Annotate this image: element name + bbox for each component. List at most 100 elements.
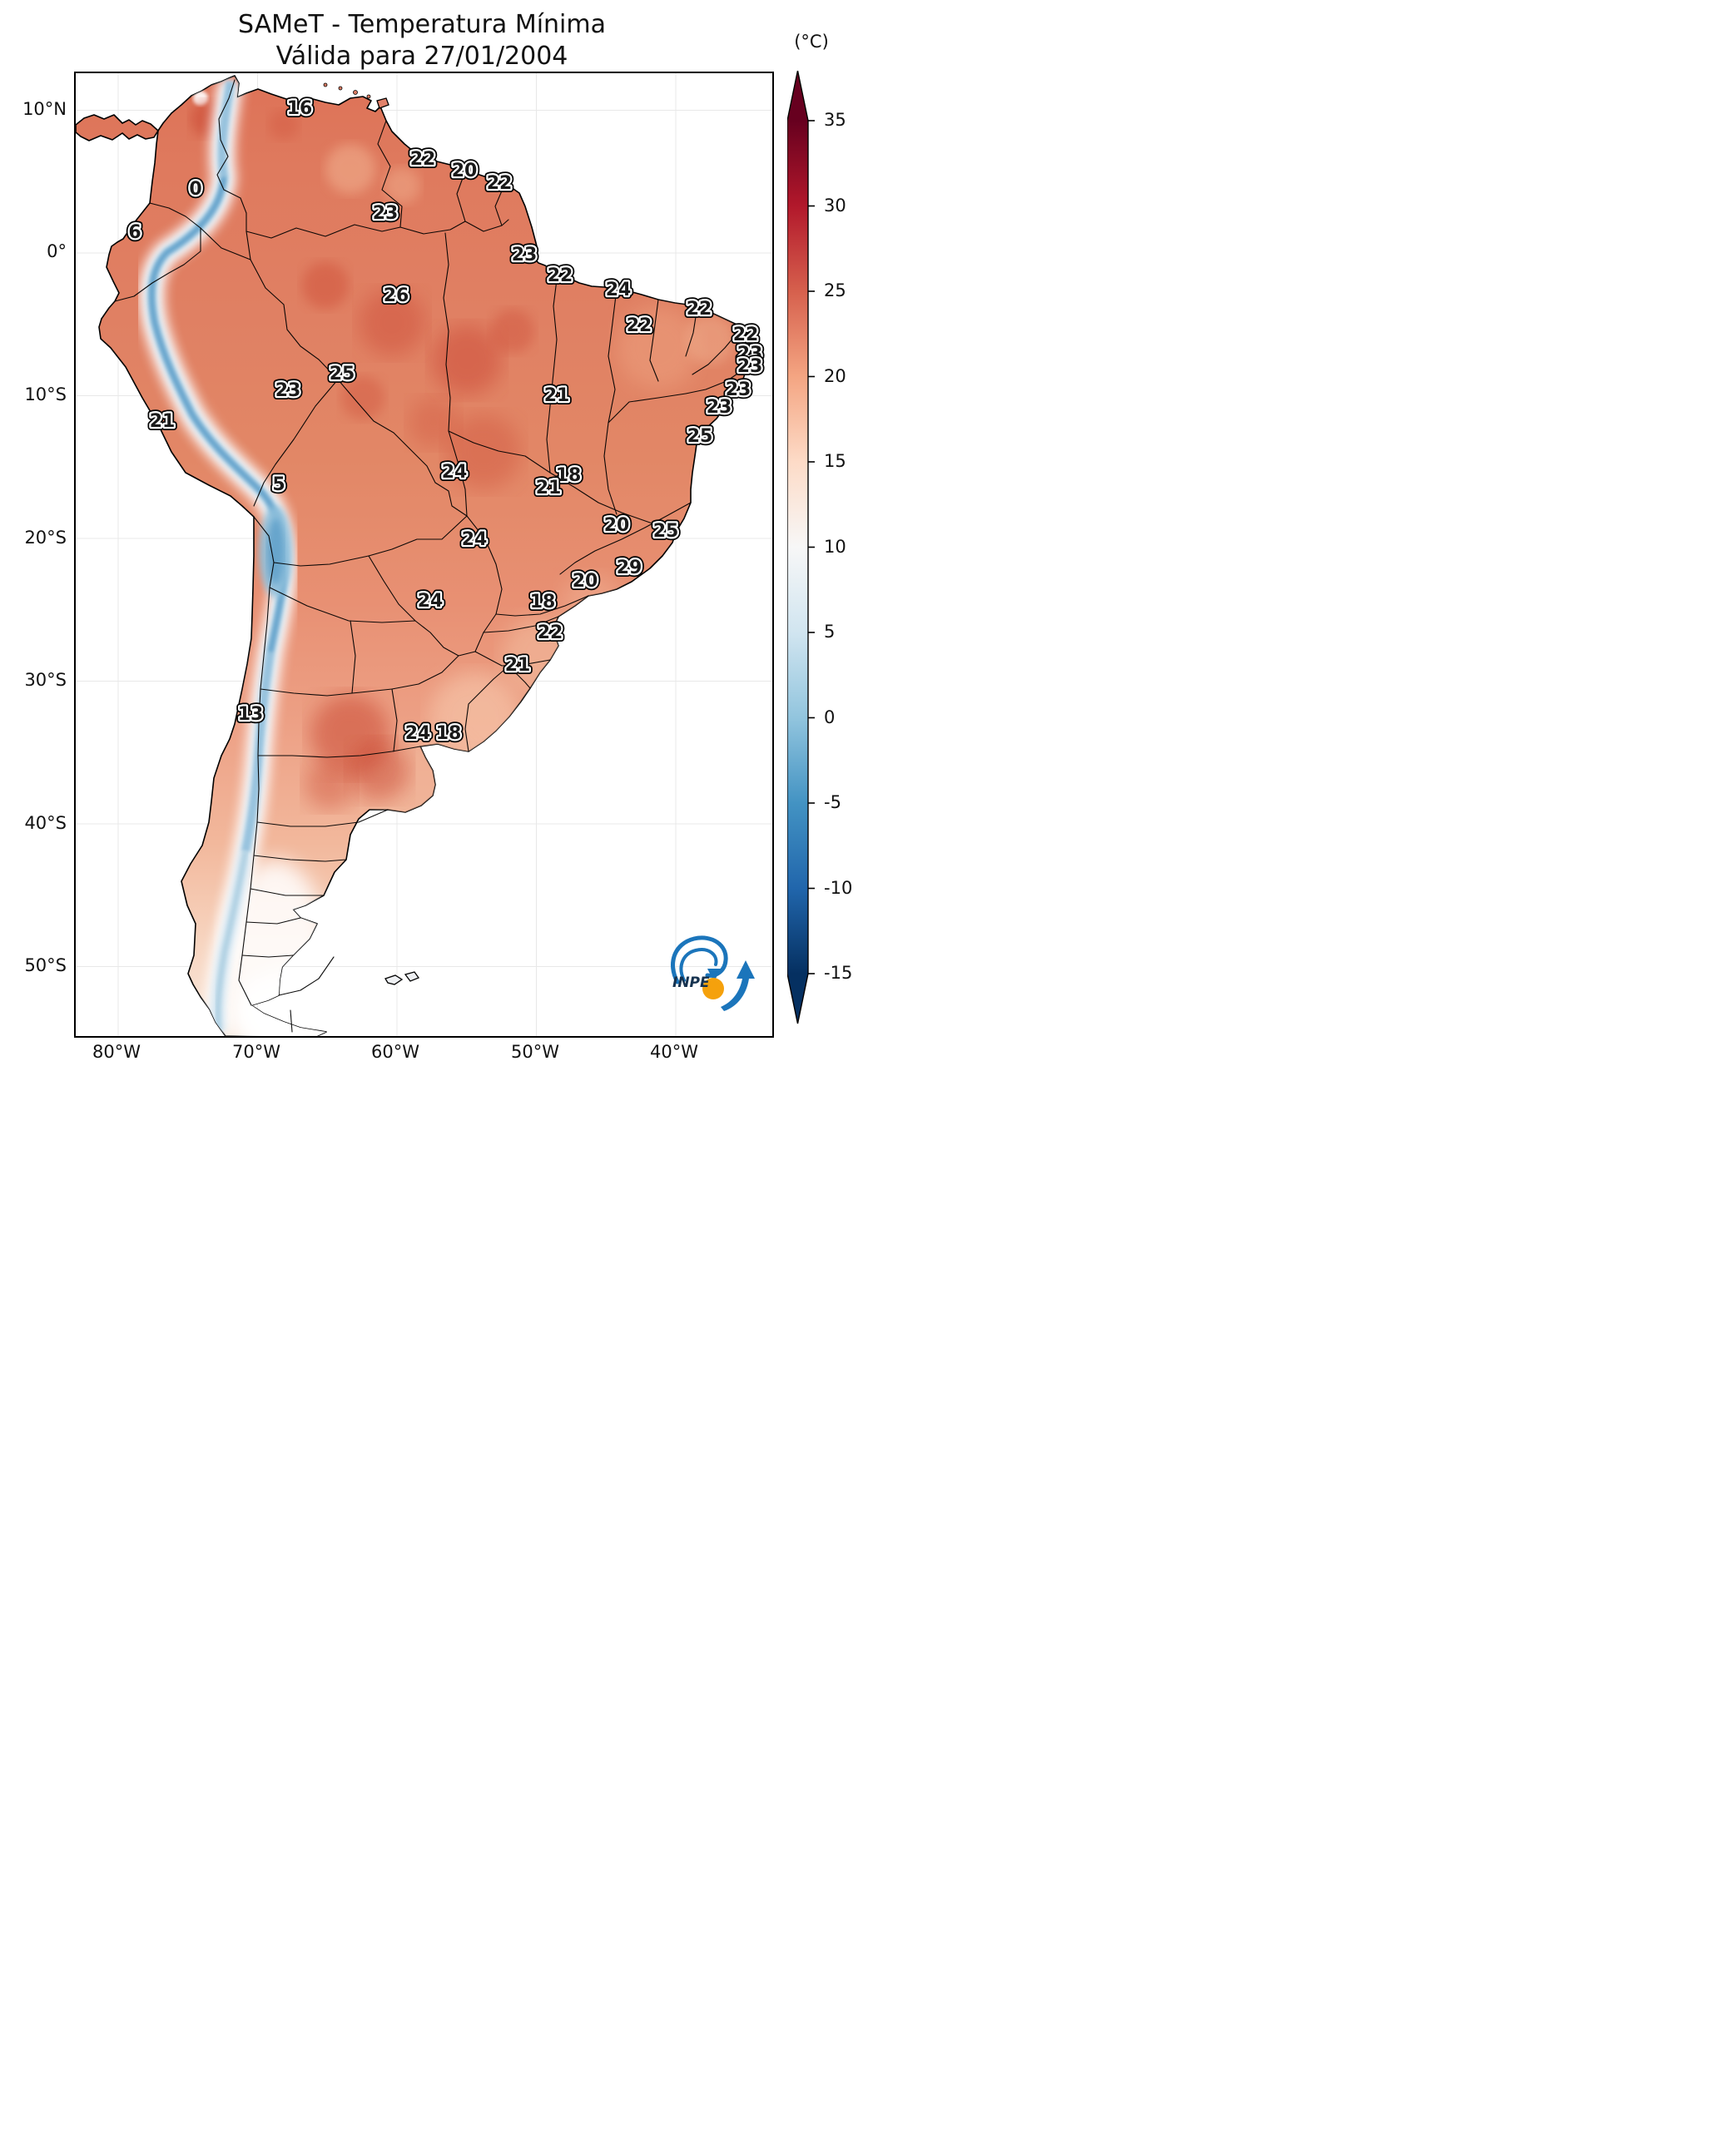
temperature-value-label: 21	[505, 655, 531, 676]
landmass	[76, 75, 748, 1036]
temperature-value-label: 18	[436, 723, 462, 744]
colorbar-tick-label: 30	[824, 195, 846, 216]
temperature-value-label: 23	[737, 356, 763, 377]
temperature-value-label: 21	[544, 385, 570, 406]
temperature-value-label: 21	[536, 478, 562, 498]
trinidad-island	[376, 97, 389, 109]
temperature-value-label: 23	[512, 245, 538, 265]
temperature-value-label: 22	[548, 265, 573, 286]
colorbar-tick-label: -15	[824, 962, 853, 983]
temperature-value-label: 18	[530, 592, 556, 612]
south-america-temperature-map: 1616162222222020202222220002323236662323…	[76, 73, 772, 1036]
temperature-value-label: 29	[617, 558, 642, 578]
colorbar-tick-label: 0	[824, 707, 836, 727]
temperature-value-label: 20	[573, 571, 598, 592]
lon-tick-label: 70°W	[232, 1042, 280, 1062]
temperature-value-label: 22	[733, 325, 759, 345]
temperature-value-label: 22	[410, 149, 436, 170]
temperature-value-label: 24	[462, 529, 488, 550]
inpe-logo: INPE	[666, 932, 757, 1014]
temperature-value-label: 21	[150, 411, 176, 432]
antilles-island	[323, 82, 328, 87]
colorbar-tick-label: 10	[824, 536, 846, 557]
temperature-value-label: 25	[653, 521, 679, 542]
temperature-value-label: 23	[275, 380, 301, 401]
temperature-value-label: 0	[189, 179, 201, 200]
temperature-value-label: 16	[287, 98, 313, 119]
falkland-islands	[384, 971, 420, 985]
temperature-value-label: 24	[418, 591, 444, 612]
temperature-value-label: 22	[487, 173, 513, 194]
temperature-value-label: 25	[330, 364, 355, 384]
colorbar-tick-label: 5	[824, 621, 836, 642]
temperature-value-label: 5	[272, 474, 285, 495]
lat-tick-label: 30°S	[24, 670, 67, 690]
temperature-value-label: 6	[128, 222, 141, 243]
temperature-labels: 1616162222222020202222220002323236662323…	[125, 95, 766, 747]
temperature-value-label: 21	[536, 478, 562, 498]
temperature-value-label: 23	[726, 379, 751, 400]
temperature-value-label: 24	[462, 529, 488, 550]
temperature-value-label: 24	[462, 529, 488, 550]
temperature-value-label: 23	[737, 356, 763, 377]
temperature-value-label: 26	[384, 285, 409, 306]
temperature-value-label: 29	[617, 558, 642, 578]
temperature-value-label: 23	[373, 203, 399, 224]
temperature-value-label: 18	[530, 592, 556, 612]
temperature-value-label: 25	[330, 364, 355, 384]
temperature-value-label: 22	[548, 265, 573, 286]
temperature-value-label: 20	[604, 515, 630, 536]
temperature-value-label: 22	[627, 315, 652, 336]
temperature-value-label: 20	[573, 571, 598, 592]
lat-tick-label: 10°S	[24, 384, 67, 404]
temperature-value-label: 23	[726, 379, 751, 400]
temperature-value-label: 20	[604, 515, 630, 536]
temperature-value-label: 18	[556, 465, 582, 486]
lon-tick-label: 50°W	[511, 1042, 559, 1062]
temperature-value-label: 22	[627, 315, 652, 336]
temperature-value-label: 20	[604, 515, 630, 536]
lat-tick-label: 20°S	[24, 528, 67, 548]
temperature-value-label: 25	[653, 521, 679, 542]
lon-tick-label: 80°W	[92, 1042, 141, 1062]
temperature-value-label: 21	[505, 655, 531, 676]
temperature-value-label: 21	[150, 411, 176, 432]
temperature-value-label: 23	[373, 203, 399, 224]
map-plot-area: 16 16 16 22 22 22 20 20 20 22 22 22 0 0 0 23 23 23 6 6 6 23 23…	[74, 72, 774, 1038]
temperature-value-label: 25	[653, 521, 679, 542]
temperature-value-label: 20	[452, 161, 478, 181]
lat-tick-label: 40°S	[24, 813, 67, 833]
lat-tick-label: 50°S	[24, 955, 67, 975]
temperature-value-label: 20	[452, 161, 478, 181]
temperature-value-label: 6	[128, 222, 141, 243]
temperature-value-label: 22	[627, 315, 652, 336]
temperature-value-label: 24	[606, 280, 632, 300]
colorbar-svg	[786, 70, 815, 1024]
colorbar-tick-label: 20	[824, 365, 846, 386]
lat-tick-label: 10°N	[22, 99, 67, 119]
temperature-value-label: 20	[452, 161, 478, 181]
temperature-value-label: 25	[687, 426, 713, 447]
temperature-value-label: 25	[687, 426, 713, 447]
temperature-value-label: 20	[573, 571, 598, 592]
temperature-value-label: 21	[536, 478, 562, 498]
temperature-value-label: 22	[733, 325, 759, 345]
temperature-value-label: 22	[687, 299, 712, 320]
temperature-value-label: 21	[544, 385, 570, 406]
lat-tick-label: 0°	[47, 241, 67, 261]
temperature-value-label: 22	[687, 299, 712, 320]
panama-isthmus	[76, 114, 159, 141]
temperature-value-label: 22	[538, 622, 563, 643]
temperature-value-label: 29	[617, 558, 642, 578]
temperature-value-label: 23	[737, 344, 763, 364]
temperature-value-label: 22	[538, 622, 563, 643]
inpe-logo-text: INPE	[672, 974, 710, 991]
temperature-value-label: 5	[272, 474, 285, 495]
temperature-value-label: 22	[487, 173, 513, 194]
colorbar-bar	[786, 70, 809, 1024]
temperature-value-label: 24	[405, 723, 431, 744]
temperature-value-label: 13	[238, 704, 264, 725]
temperature-value-label: 23	[275, 380, 301, 401]
temperature-value-label: 23	[707, 397, 732, 418]
temperature-value-label: 23	[726, 379, 751, 400]
